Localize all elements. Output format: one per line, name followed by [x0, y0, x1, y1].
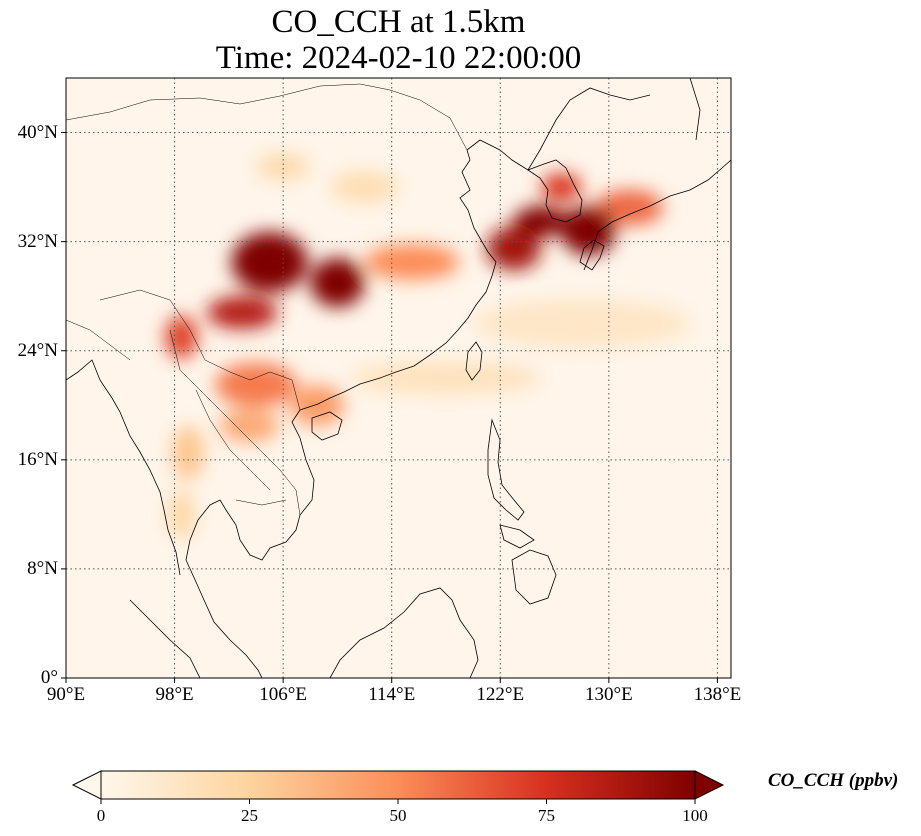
co-plume: [473, 298, 691, 349]
lon-tick-label: 106°E: [259, 684, 307, 705]
co-plume: [364, 244, 460, 280]
colorbar-tick-label: 75: [538, 806, 555, 825]
co-plume: [215, 363, 297, 407]
lon-tick-label: 130°E: [584, 684, 633, 705]
co-plume: [219, 409, 280, 443]
co-plume: [165, 315, 198, 359]
co-plume: [171, 425, 205, 481]
colorbar-extend-max: [694, 770, 725, 800]
lat-tick-label: 16°N: [17, 448, 58, 470]
map-frame: [65, 77, 732, 679]
coastline-taiwan: [465, 341, 483, 381]
lat-tick-label: 40°N: [17, 121, 58, 143]
coastline-malay: [129, 599, 201, 678]
coastline-sakhalin: [689, 78, 701, 141]
colorbar-tick-label: 50: [389, 806, 407, 825]
border-thailand: [195, 389, 271, 491]
coastline-hainan: [311, 411, 343, 441]
coastline-myanmar: [66, 359, 181, 576]
map-title: CO_CCH at 1.5km: [271, 4, 526, 40]
coastline-mainland: [185, 149, 497, 678]
coastline-visayas: [499, 524, 535, 549]
colorbar-tick-label: 25: [241, 806, 258, 825]
coastline-north: [527, 87, 651, 171]
map-subtitle-time: Time: 2024-02-10 22:00:00: [215, 40, 582, 76]
coastline-korea: [527, 159, 583, 223]
co-plume: [207, 296, 278, 329]
co-plume: [231, 232, 308, 293]
lon-tick-label: 90°E: [46, 684, 86, 705]
co-plume: [351, 361, 541, 395]
colorbar-title: CO_CCH (ppbv): [768, 770, 899, 791]
co-plume: [561, 206, 616, 256]
gridlines: [66, 78, 731, 678]
co-plume: [289, 384, 345, 426]
co-plume: [167, 489, 195, 539]
coastline-mindanao: [511, 549, 557, 605]
coastline-borneo: [329, 587, 479, 678]
co-plume: [310, 258, 365, 308]
coastline-kyushu: [579, 239, 605, 271]
country-borders: [66, 83, 468, 516]
border-india: [66, 319, 131, 361]
border-cambodia: [235, 499, 287, 506]
co-plume: [256, 153, 311, 181]
lon-tick-label: 122°E: [476, 684, 525, 705]
coastline-japan: [583, 159, 731, 271]
lat-tick-label: 0°: [40, 667, 58, 688]
border-south: [99, 289, 301, 411]
lat-tick-label: 8°N: [27, 557, 58, 579]
lat-tick-label: 24°N: [17, 339, 58, 361]
co-plume: [595, 189, 664, 226]
co-plume: [330, 170, 399, 204]
colorbar: [71, 770, 725, 804]
colorbar-tick-label: 100: [682, 806, 708, 825]
coastlines: [66, 78, 731, 678]
colorbar-gradient: [100, 770, 696, 800]
coastline-luzon: [487, 418, 525, 521]
lon-tick-label: 98°E: [155, 684, 194, 705]
border-indochina: [169, 329, 301, 516]
colorbar-tick-label: 0: [96, 806, 106, 825]
co-plume: [513, 206, 569, 237]
border-north: [66, 83, 468, 151]
axis-ticks: [61, 132, 718, 683]
lon-tick-label: 114°E: [368, 684, 416, 705]
lon-tick-label: 138°E: [693, 684, 742, 705]
lat-tick-label: 32°N: [17, 230, 58, 252]
co-concentration-field: [165, 153, 691, 539]
colorbar-extend-min: [71, 770, 102, 800]
